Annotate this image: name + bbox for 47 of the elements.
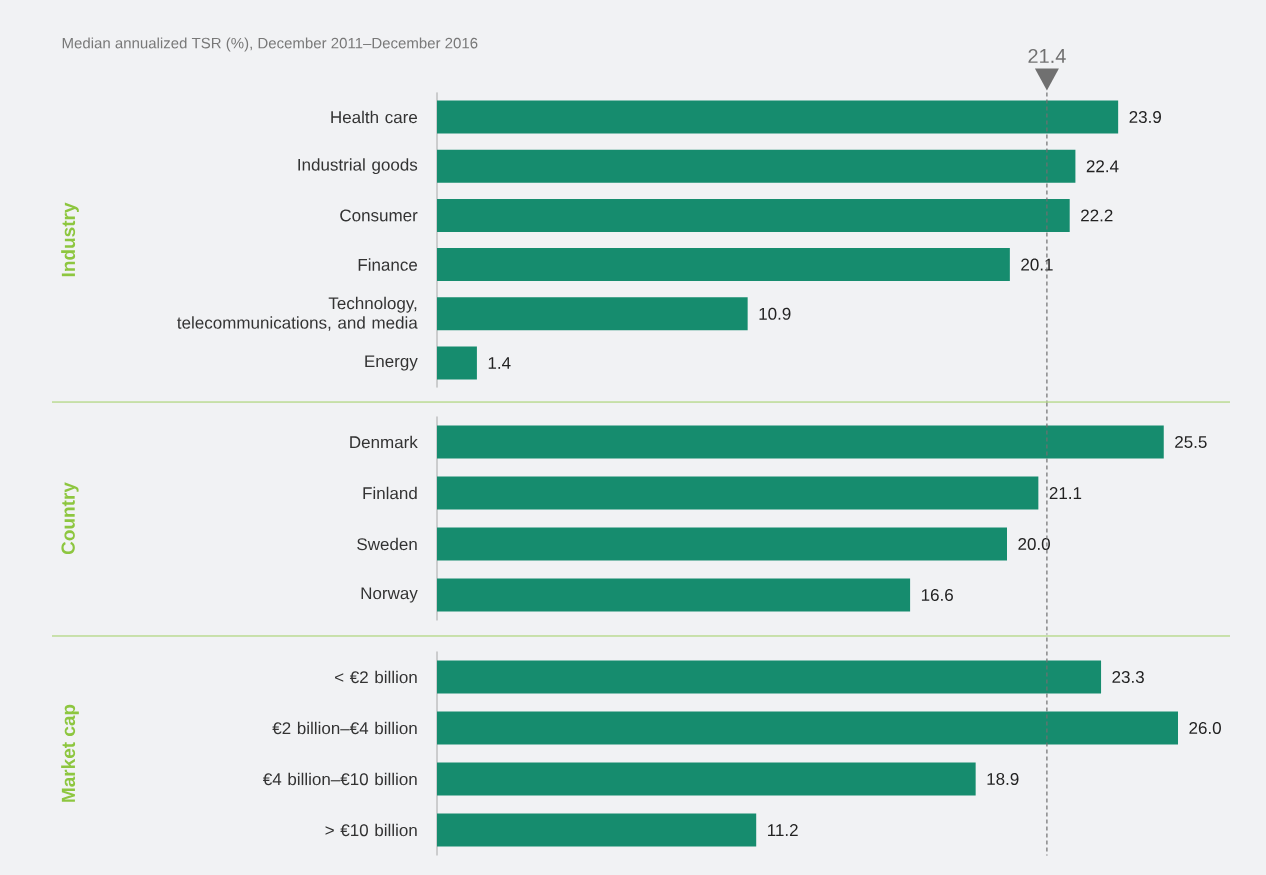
bar [437,425,1164,459]
y-tick-label: Consumer [340,209,418,222]
y-tick-label: Technology, telecommunications, and media [177,296,418,331]
data-label: 16.6 [921,588,953,602]
y-axis-title: Country [61,482,79,555]
data-label: 20.0 [1018,537,1050,551]
bar [437,297,748,331]
y-tick-label: < €2 billion [334,670,417,684]
data-label: 23.9 [1129,110,1161,124]
y-tick-label: Sweden [357,537,417,551]
data-label: 23.3 [1112,670,1144,684]
data-label: 21.1 [1049,487,1082,499]
data-label: 22.4 [1086,160,1119,173]
y-tick-label: > €10 billion [325,823,417,837]
y-axis-title: Market cap [61,704,79,802]
data-label: 20.1 [1021,258,1053,271]
bar [437,813,757,847]
y-tick-label: Finance [358,258,418,271]
ref-line-label: 21.4 [1028,48,1066,63]
bar [437,527,1007,561]
data-label: 25.5 [1175,435,1207,449]
data-label: 10.9 [759,307,791,320]
bar [437,248,1010,282]
data-label: 18.9 [987,772,1019,786]
data-label: 11.2 [768,824,798,836]
bar [437,198,1070,232]
data-label: 22.2 [1081,209,1113,222]
y-axis-title: Industry [61,202,79,277]
y-tick-label: Norway [361,587,418,603]
y-tick-label: Denmark [350,435,418,449]
text: Median annualized TSR (%), December 2011–December 2016 [62,37,478,52]
y-tick-label: Finland [363,486,417,500]
bar [437,762,976,796]
bar [437,100,1119,134]
y-tick-label: Health care [331,110,418,124]
y-tick-label: €2 billion–€4 billion [272,721,417,735]
data-label: 26.0 [1189,721,1221,735]
y-tick-label: Industrial goods [298,158,418,175]
data-label: 1.4 [488,357,511,369]
bar [437,476,1039,510]
bar [437,346,477,380]
y-tick-label: Energy [365,355,418,371]
y-tick-label: €4 billion–€10 billion [262,772,417,786]
bar [437,578,911,612]
bar [437,711,1179,745]
bar [437,660,1102,694]
bar [437,149,1076,183]
